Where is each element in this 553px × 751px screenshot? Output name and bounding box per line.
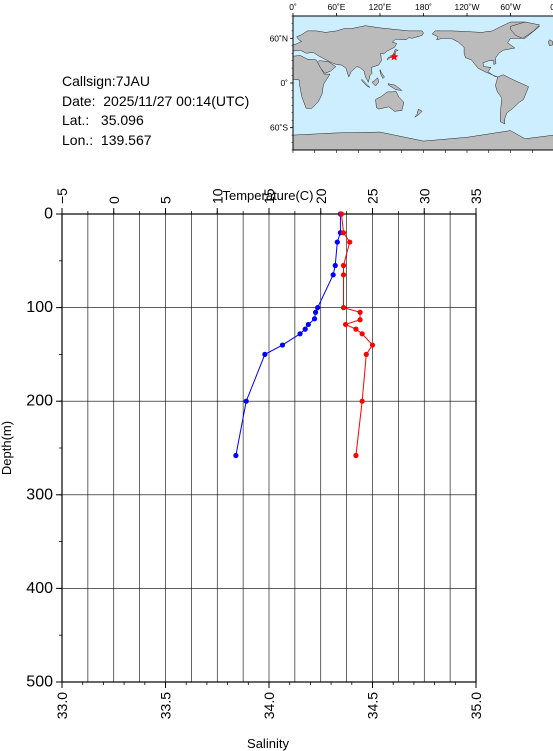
station-marker-icon xyxy=(389,52,399,61)
salinity-data-point xyxy=(340,305,347,311)
eurasia-landmass xyxy=(292,25,424,84)
temperature-data-point xyxy=(330,272,336,278)
salinity-data-point xyxy=(347,239,353,245)
uk-landmass xyxy=(547,39,553,47)
map-lat-label: 0˚ xyxy=(280,78,288,88)
salinity-data-point xyxy=(359,398,365,404)
salinity-tick-label: 34.0 xyxy=(261,692,277,719)
map-lon-label: 60˚W xyxy=(500,2,520,12)
latitude-text: Lat.: 35.096 xyxy=(62,112,144,128)
south-america-landmass xyxy=(495,74,529,125)
salinity-tick-label: 33.5 xyxy=(158,692,174,719)
salinity-profile-line xyxy=(340,213,374,456)
temperature-axis-title: Temperature(C) xyxy=(222,188,313,203)
temperature-tick-label: 5 xyxy=(158,196,174,204)
map-lon-label: 0˚ xyxy=(550,2,553,12)
temperature-data-point xyxy=(332,262,338,269)
australia-landmass xyxy=(375,90,405,112)
temperature-data-point xyxy=(297,331,303,337)
salinity-data-point xyxy=(342,321,349,328)
salinity-data-point xyxy=(340,230,347,236)
temperature-tick-label: 30 xyxy=(416,188,432,204)
map-lon-label: 60˚E xyxy=(328,2,346,12)
salinity-data-point xyxy=(359,331,365,337)
salinity-data-point xyxy=(340,262,347,269)
new-zealand-landmass xyxy=(414,108,423,118)
map-lon-label: 120˚E xyxy=(369,2,392,12)
salinity-tick-label: 33.0 xyxy=(54,692,70,719)
date-text: Date: 2025/11/27 00:14(UTC) xyxy=(62,92,250,109)
map-lon-label: 180˚ xyxy=(415,2,432,12)
depth-tick-label: 200 xyxy=(26,393,53,410)
philippines-landmass xyxy=(379,69,385,79)
temperature-tick-label: 15 xyxy=(261,188,277,204)
greenland-landmass xyxy=(510,21,540,39)
temperature-data-point xyxy=(233,452,239,459)
depth-tick-label: 300 xyxy=(26,486,53,503)
map-lon-label: 0˚ xyxy=(289,2,297,12)
temperature-tick-label: 25 xyxy=(365,188,381,204)
world-map: 0˚ 60˚E 120˚E 180˚ 120˚W 60˚W 0˚ 60˚N 0˚ 60˚S xyxy=(270,2,553,153)
temperature-tick-label: 0 xyxy=(106,196,122,204)
arabia-landmass xyxy=(317,60,337,74)
salinity-data-point xyxy=(363,351,369,357)
callsign-text: Callsign:7JAU xyxy=(62,73,150,89)
salinity-data-point xyxy=(353,326,359,332)
temperature-profile-line xyxy=(235,214,341,456)
temperature-data-point xyxy=(312,309,319,315)
temperature-tick-label: 10 xyxy=(209,188,225,204)
africa-landmass xyxy=(292,55,331,109)
temperature-data-point xyxy=(302,326,308,332)
depth-tick-label: 500 xyxy=(26,674,53,691)
station-info: Callsign:7JAU Date: 2025/11/27 00:14(UTC… xyxy=(62,72,249,150)
salinity-data-point xyxy=(357,317,363,323)
new-guinea-landmass xyxy=(387,83,403,91)
temperature-data-point xyxy=(305,321,311,328)
salinity-data-point xyxy=(353,452,359,459)
temperature-tick-label: 20 xyxy=(313,188,329,204)
grid xyxy=(61,213,477,683)
temperature-data-point xyxy=(243,398,249,404)
temperature-data-point xyxy=(315,305,321,311)
temperature-data-point xyxy=(334,239,340,245)
borneo-landmass xyxy=(371,77,379,87)
temperature-data-point xyxy=(279,342,286,348)
salinity-data-point xyxy=(369,342,376,348)
depth-tick-label: 100 xyxy=(26,299,53,316)
temperature-tick-label: 35 xyxy=(468,188,484,204)
sumatra-borneo-landmass xyxy=(361,78,371,88)
salinity-tick-label: 34.5 xyxy=(365,692,381,719)
temperature-data-point xyxy=(262,351,268,357)
map-lon-label: 120˚W xyxy=(454,2,479,12)
temperature-data-point xyxy=(311,316,318,322)
salinity-data-point xyxy=(357,309,363,315)
map-lat-label: 60˚N xyxy=(270,33,288,43)
longitude-text: Lon.: 139.567 xyxy=(62,131,152,148)
salinity-axis-title: Salinity xyxy=(247,736,289,751)
depth-tick-label: 0 xyxy=(44,206,53,223)
north-america-landmass xyxy=(431,21,541,78)
salinity-tick-label: 35.0 xyxy=(468,692,484,719)
series xyxy=(233,211,376,459)
salinity-data-point xyxy=(338,211,345,217)
map-lat-label: 60˚S xyxy=(270,123,288,133)
depth-axis-title: Depth(m) xyxy=(0,421,14,475)
salinity-data-point xyxy=(340,272,347,278)
depth-tick-label: 400 xyxy=(26,580,53,597)
temperature-tick-label: −5 xyxy=(54,188,70,204)
